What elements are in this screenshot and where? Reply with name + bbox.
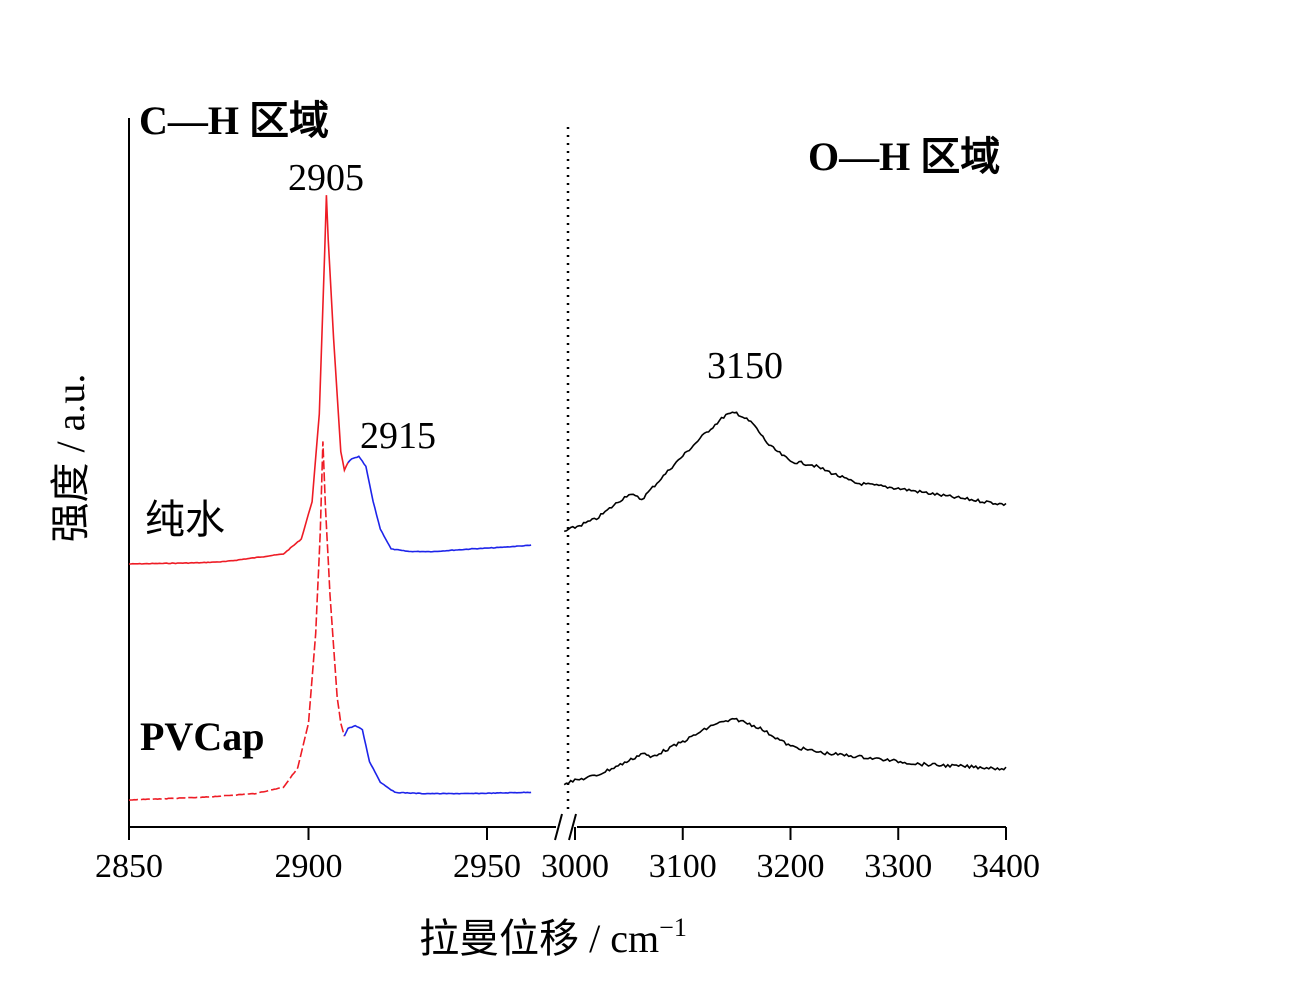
x-tick-3100-label: 3100 bbox=[649, 848, 717, 885]
peak-label-3150: 3150 bbox=[707, 345, 783, 387]
x-axis-title-superscript: −1 bbox=[659, 913, 687, 942]
x-tick-3300-label: 3300 bbox=[864, 848, 932, 885]
series-pvcap-oh-black-line bbox=[563, 717, 1007, 786]
series-pure-water-ch-red-line bbox=[129, 195, 349, 565]
x-tick-2950-label: 2950 bbox=[453, 848, 521, 885]
series-label-pure-water: 纯水 bbox=[145, 497, 225, 542]
y-axis-title: 强度 / a.u. bbox=[48, 374, 93, 543]
ch-region-label: C—H 区域 bbox=[139, 98, 329, 143]
spectra bbox=[128, 195, 1007, 801]
x-axis-title: 拉曼位移 / cm−1 bbox=[419, 913, 687, 961]
series-pvcap-ch-blue-line bbox=[343, 724, 532, 795]
x-ticks: 2850 2900 2950 3000 3100 3200 3300 3400 bbox=[95, 827, 1040, 885]
series-pure-water-ch-blue-line bbox=[347, 455, 532, 553]
series-pure-water-oh-black-line bbox=[564, 411, 1007, 533]
x-tick-3400-label: 3400 bbox=[972, 848, 1040, 885]
series-pvcap-ch-red-line bbox=[128, 441, 346, 801]
oh-region-label: O—H 区域 bbox=[808, 134, 1000, 179]
x-axis-title-main: 拉曼位移 / cm bbox=[419, 916, 659, 961]
series-label-pvcap: PVCap bbox=[140, 714, 264, 759]
axis-break-mark-1 bbox=[554, 813, 563, 841]
peak-label-2905: 2905 bbox=[288, 157, 364, 199]
x-tick-2850-label: 2850 bbox=[95, 848, 163, 885]
x-tick-3200-label: 3200 bbox=[757, 848, 825, 885]
x-tick-3000-label: 3000 bbox=[541, 848, 609, 885]
axis-break-mark-2 bbox=[568, 813, 577, 841]
x-tick-2900-label: 2900 bbox=[275, 848, 343, 885]
peak-label-2915: 2915 bbox=[360, 415, 436, 457]
